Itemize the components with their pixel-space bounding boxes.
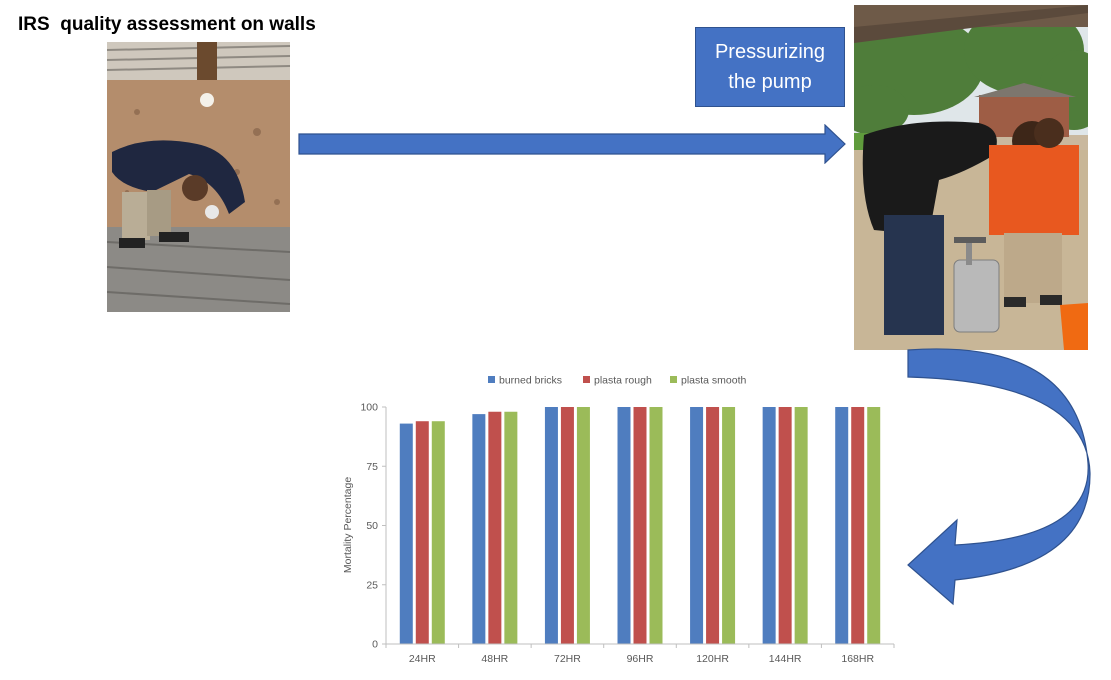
y-axis-label: Mortality Percentage [342,477,354,573]
chart-legend: burned bricks plasta rough plasta smooth [488,375,747,387]
y-tick-label: 75 [366,461,378,473]
bar [488,411,502,644]
legend-label: plasta smooth [681,375,747,387]
bar [617,407,631,644]
bar [762,407,776,644]
wall-inspection-photo [107,42,290,312]
bar [504,411,518,644]
x-tick-label: 24HR [409,653,436,665]
bar [649,407,663,644]
right-arrow-icon [298,124,846,164]
x-tick-label: 144HR [769,653,802,665]
x-tick-label: 120HR [696,653,729,665]
x-tick-label: 168HR [841,653,874,665]
curved-arrow-icon [907,348,1091,606]
legend-item: plasta rough [583,375,652,387]
bar [576,407,590,644]
legend-swatch [670,376,677,383]
bar [867,407,881,644]
y-tick-label: 50 [366,520,378,532]
bar [851,407,865,644]
bar [415,421,429,644]
bar [560,407,574,644]
x-axis: 24HR 48HR 72HR 96HR 120HR 144HR 168HR [385,643,895,665]
bar [722,407,736,644]
pump-label-box: Pressurizing the pump [695,27,845,107]
x-tick-label: 96HR [627,653,654,665]
bar [544,407,558,644]
legend-label: burned bricks [499,375,562,387]
slide-title: IRS quality assessment on walls [18,14,316,35]
bar [472,414,486,644]
pump-photo [854,5,1088,350]
legend-swatch [583,376,590,383]
bar [835,407,849,644]
legend-label: plasta rough [594,375,652,387]
chart-bars [399,407,881,644]
legend-item: burned bricks [488,375,562,387]
y-axis: 0 25 50 75 100 [360,402,387,651]
y-tick-label: 25 [366,579,378,591]
bar [690,407,704,644]
mortality-chart: burned bricks plasta rough plasta smooth 0… [342,375,895,665]
x-tick-label: 48HR [481,653,508,665]
legend-swatch [488,376,495,383]
x-tick-label: 72HR [554,653,581,665]
y-tick-label: 0 [372,639,378,651]
bar [778,407,792,644]
bar [706,407,720,644]
y-tick-label: 100 [360,402,378,414]
bar [431,421,445,644]
legend-item: plasta smooth [670,375,747,387]
bar [633,407,647,644]
bar [399,423,413,644]
bar [794,407,808,644]
